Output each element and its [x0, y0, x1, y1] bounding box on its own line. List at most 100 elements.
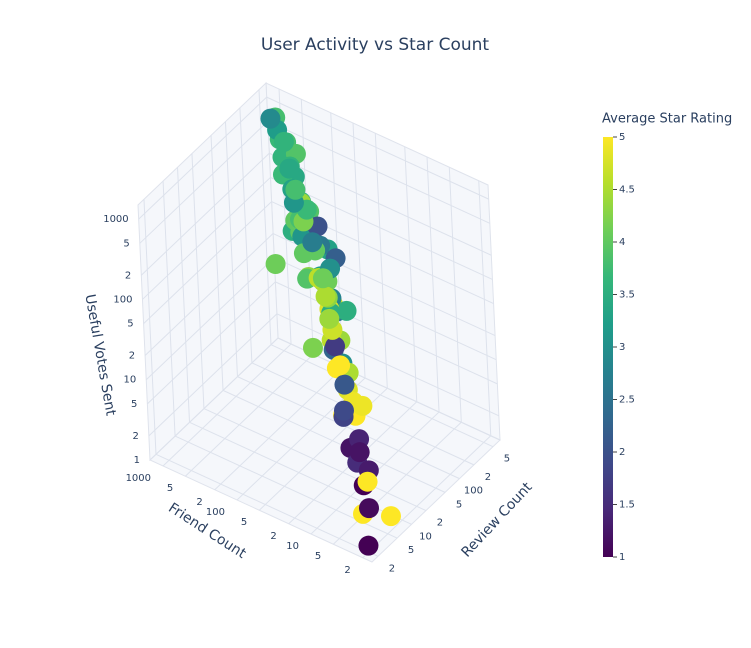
grid-line — [276, 313, 500, 417]
grid-line — [147, 281, 276, 405]
grid-line — [352, 122, 366, 379]
x-tick-label: 100 — [464, 486, 483, 497]
grid-line — [448, 167, 462, 423]
z-tick-label: 1000 — [103, 214, 128, 225]
grid-line — [142, 177, 271, 300]
z-axis-title: Useful Votes Sent — [81, 293, 118, 417]
grid-line — [138, 96, 268, 220]
z-tick-label: 5 — [131, 399, 137, 410]
y-tick-label: 2 — [344, 565, 350, 576]
grid-line — [332, 421, 462, 545]
colorbar-tick-label: 4 — [619, 237, 625, 248]
y-tick-label: 100 — [206, 507, 225, 518]
z-tick-label: 10 — [123, 375, 136, 386]
z-tick-label: 100 — [113, 294, 132, 305]
data-point — [358, 535, 379, 556]
data-point — [325, 336, 346, 357]
colorbar-tick-label: 5 — [619, 132, 625, 143]
grid-line — [426, 156, 440, 413]
grid-line — [214, 367, 344, 491]
z-tick-label: 1 — [134, 455, 140, 466]
grid-line — [203, 408, 427, 512]
grid-line — [143, 201, 272, 324]
grid-line — [404, 146, 418, 402]
y-tick-label: 5 — [241, 517, 247, 528]
grid-line — [184, 353, 314, 477]
z-tick-label: 2 — [132, 431, 138, 442]
x-tick-label: 2 — [389, 563, 395, 574]
colorbar-tick-label: 3 — [619, 342, 625, 353]
y-tick-label: 5 — [315, 551, 321, 562]
chart-title: User Activity vs Star Count — [261, 35, 490, 55]
data-point — [330, 355, 351, 376]
grid-line — [258, 89, 272, 345]
data-point — [273, 131, 294, 152]
z-tick-label: 2 — [125, 270, 131, 281]
grid-line — [239, 107, 253, 363]
y-tick-label: 5 — [167, 483, 173, 494]
grid-line — [162, 181, 176, 437]
data-point — [333, 400, 354, 421]
data-point — [279, 158, 300, 179]
z-tick-label: 5 — [127, 319, 133, 330]
grid-line — [143, 199, 157, 455]
grid-line — [362, 435, 492, 559]
data-point — [312, 268, 333, 289]
colorbar-tick-label: 1.5 — [619, 500, 635, 511]
colorbar — [603, 137, 613, 557]
grid-line — [140, 152, 270, 276]
grid-line — [374, 133, 388, 389]
grid-line — [270, 344, 494, 448]
data-point — [302, 232, 323, 253]
colorbar-tick-label: 4.5 — [619, 185, 635, 196]
grid-line — [149, 337, 279, 461]
data-point — [265, 253, 286, 274]
grid-line — [191, 153, 205, 409]
grid-line — [224, 121, 238, 377]
grid-line — [144, 233, 274, 356]
z-tick-label: 2 — [129, 351, 135, 362]
colorbar-title: Average Star Rating — [602, 112, 732, 127]
grid-line — [267, 120, 491, 224]
y-tick-label: 1000 — [126, 473, 151, 484]
y-tick-label: 2 — [196, 497, 202, 508]
x-tick-label: 2 — [485, 472, 491, 483]
data-point — [349, 442, 370, 463]
x-tick-label: 2 — [437, 518, 443, 529]
data-point — [357, 471, 378, 492]
grid-line — [478, 180, 492, 436]
grid-line — [145, 257, 275, 381]
data-point — [336, 300, 357, 321]
grid-line — [222, 389, 446, 493]
grid-line — [177, 167, 191, 423]
data-point — [380, 506, 401, 527]
y-tick-label: 2 — [270, 531, 276, 542]
data-point — [302, 337, 323, 358]
data-point — [319, 308, 340, 329]
grid-line — [237, 376, 460, 480]
data-point — [315, 286, 336, 307]
x-tick-label: 10 — [419, 531, 432, 542]
y-tick-label: 10 — [286, 541, 299, 552]
x-tick-label: 5 — [408, 545, 414, 556]
grid-line — [269, 152, 492, 256]
colorbar-tick-label: 2.5 — [619, 395, 635, 406]
z-tick-label: 5 — [123, 238, 129, 249]
data-point — [285, 179, 306, 200]
colorbar-tick-label: 1 — [619, 552, 625, 563]
grid-line — [266, 96, 489, 200]
grid-line — [148, 313, 278, 437]
data-point — [260, 108, 281, 129]
grid-line — [155, 453, 379, 557]
colorbar-tick-label: 2 — [619, 447, 625, 458]
grid-line — [162, 343, 292, 467]
grid-line — [210, 135, 224, 391]
grid-line — [139, 120, 269, 244]
x-tick-label: 5 — [456, 499, 462, 510]
grid-line — [275, 281, 498, 385]
colorbar-tick-label: 3.5 — [619, 290, 635, 301]
data-point — [359, 498, 380, 519]
x-tick-label: 5 — [504, 454, 510, 465]
data-point — [334, 374, 355, 395]
